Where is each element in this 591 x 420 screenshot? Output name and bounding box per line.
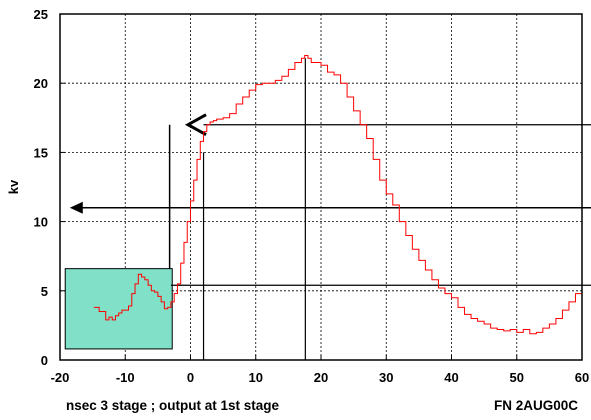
- y-axis-label: kv: [6, 179, 21, 194]
- arrowhead-left: [69, 201, 83, 214]
- x-tick-label: 40: [444, 370, 458, 385]
- tick-labels: -20 -10 0 10 20 30 40 50 60 0 5 10 15 20 25: [34, 7, 590, 385]
- x-tick-label: 60: [575, 370, 589, 385]
- series-trace-1: [93, 55, 583, 335]
- y-tick-label: 15: [34, 145, 48, 160]
- x-tick-label: 20: [314, 370, 328, 385]
- x-tick-label: -10: [116, 370, 135, 385]
- y-tick-label: 5: [41, 284, 48, 299]
- x-tick-label: 10: [249, 370, 263, 385]
- figure-id-label: FN 2AUG00C: [494, 398, 578, 413]
- x-tick-label: 30: [379, 370, 393, 385]
- x-tick-label: -20: [51, 370, 70, 385]
- y-tick-label: 0: [41, 353, 48, 368]
- y-tick-label: 25: [34, 7, 48, 22]
- x-tick-label: 50: [510, 370, 524, 385]
- chevron-marker: [184, 113, 207, 137]
- annotations: [64, 58, 591, 360]
- series-layer: [93, 55, 583, 335]
- plot-frame: [59, 13, 583, 361]
- x-axis-label: nsec 3 stage ; output at 1st stage: [66, 398, 280, 413]
- highlight-box: [64, 268, 173, 350]
- y-tick-label: 20: [34, 76, 48, 91]
- y-tick-label: 10: [34, 215, 48, 230]
- x-tick-label: 0: [187, 370, 194, 385]
